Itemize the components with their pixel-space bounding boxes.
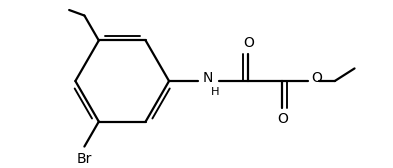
Text: H: H <box>211 87 220 97</box>
Text: N: N <box>202 71 213 85</box>
Text: Br: Br <box>77 152 92 166</box>
Text: O: O <box>311 71 322 85</box>
Text: O: O <box>243 36 254 50</box>
Text: O: O <box>277 112 288 126</box>
